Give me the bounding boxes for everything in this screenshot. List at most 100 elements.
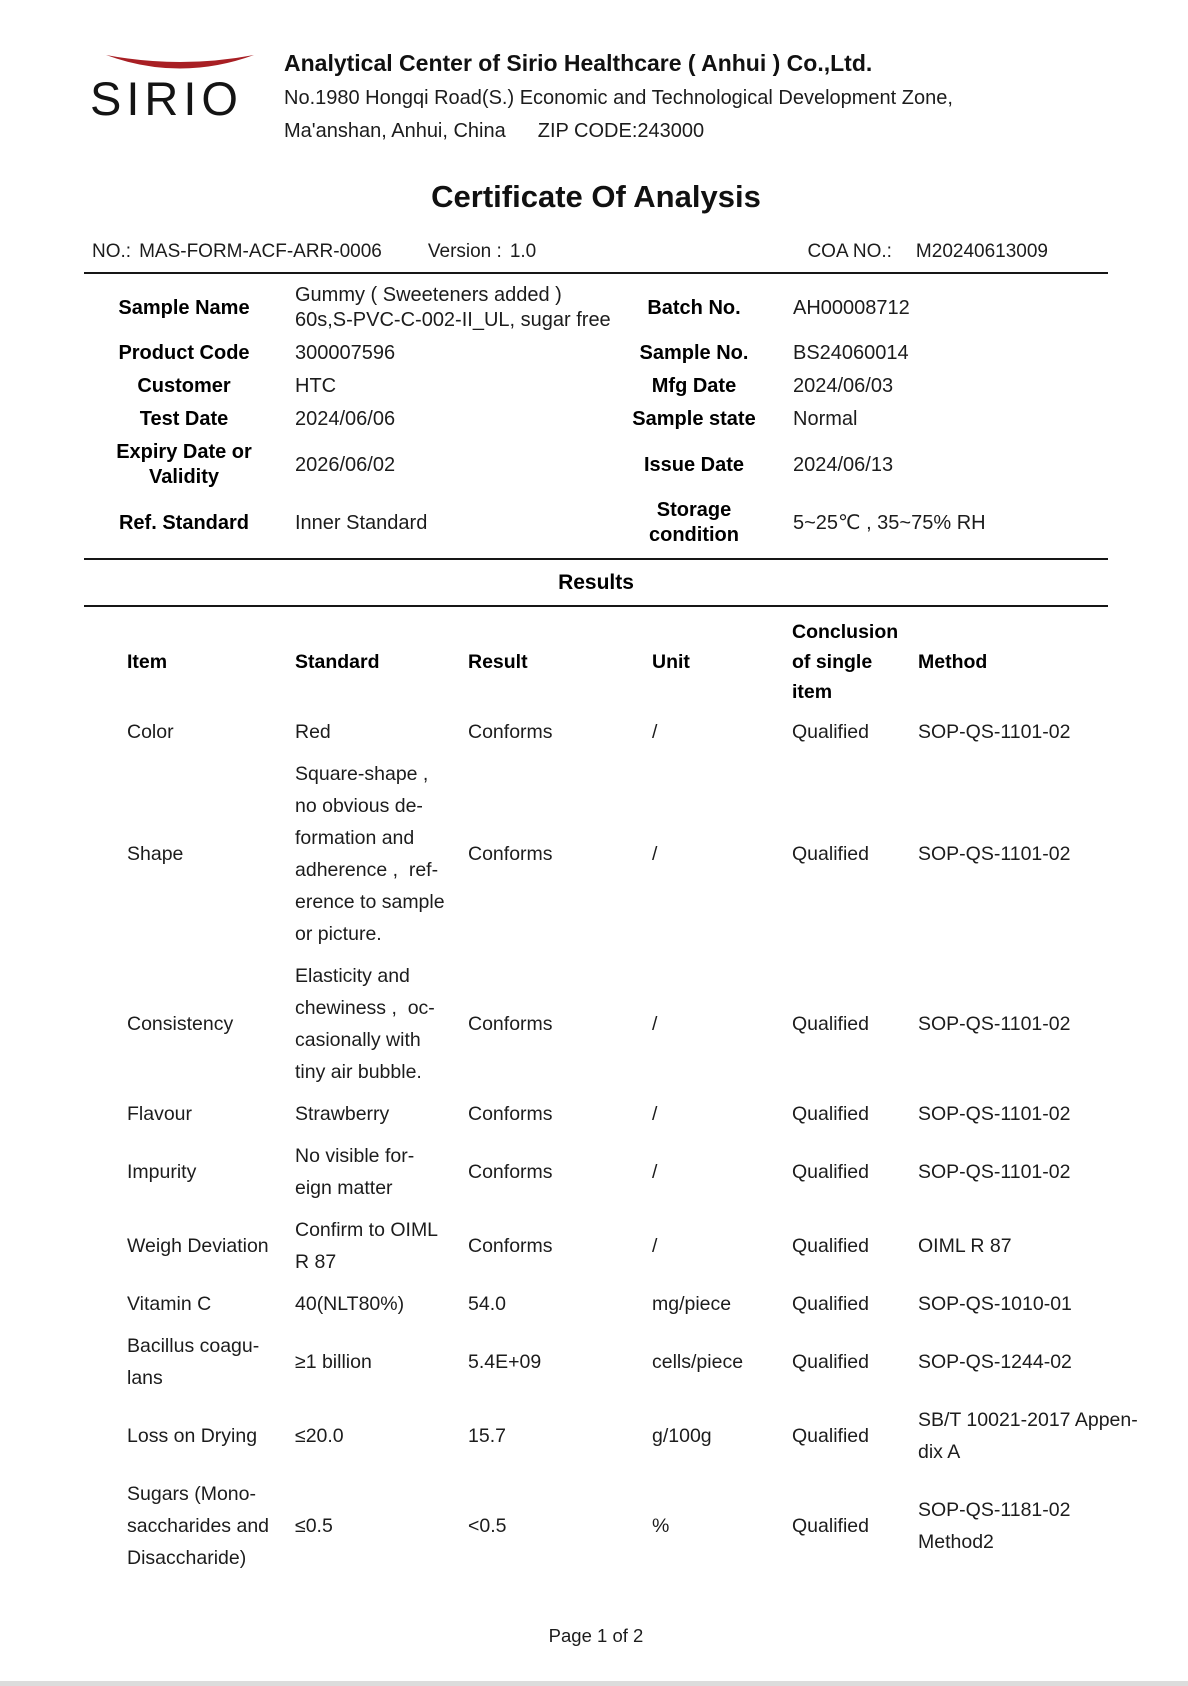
ref-standard-label: Ref. Standard [118,511,250,534]
page-number: Page 1 of 2 [548,1625,644,1646]
item-cell: Consistency [127,1013,234,1035]
page-bottom-edge [0,1681,1188,1686]
issue-date-label: Issue Date [643,453,745,476]
results-header-row: Item Standard Result Unit Conclusion of … [84,607,1108,711]
version-label: Version : [427,241,502,262]
item-cell: Flavour [127,1103,193,1125]
table-row-shape: Shape Square-shape , no obvious de- form… [84,753,1108,955]
method-cell: SOP-QS-1010-01 [918,1293,1072,1315]
item-cell: Loss on Drying [127,1425,258,1447]
table-row-flavour: Flavour Strawberry Conforms / Qualified … [84,1093,1108,1135]
method-cell: SOP-QS-1181-02 Method2 [918,1499,1071,1553]
conclusion-cell: Qualified [792,1515,869,1537]
table-row-color: Color Red Conforms / Qualified SOP-QS-11… [84,711,1108,753]
company-info: Analytical Center of Sirio Healthcare ( … [284,50,953,143]
sample-row: Ref. Standard Inner Standard Storage con… [84,494,1108,552]
sample-state-value: Normal [793,408,858,430]
unit-cell: g/100g [652,1425,712,1447]
col-header-standard: Standard [295,651,380,673]
version-value: 1.0 [509,241,537,262]
method-cell: SOP-QS-1101-02 [918,1013,1071,1035]
sample-row: Expiry Date or Validity 2026/06/02 Issue… [84,436,1108,494]
sample-row: Sample Name Gummy ( Sweeteners added ) 6… [84,279,1108,337]
logo-text: SIRIO [90,72,243,125]
result-cell: Conforms [468,1103,553,1125]
customer-value: HTC [295,375,337,397]
unit-cell: / [652,1013,658,1035]
method-cell: SOP-QS-1101-02 [918,1103,1071,1125]
conclusion-cell: Qualified [792,1103,869,1125]
standard-cell: ≥1 billion [295,1351,372,1373]
method-cell: SB/T 10021-2017 Appen- dix A [918,1409,1138,1463]
conclusion-cell: Qualified [792,1351,869,1373]
logo-arc-icon [106,55,254,69]
item-cell: Bacillus coagu- lans [127,1335,260,1389]
storage-condition-label: Storage condition [649,499,739,546]
test-date-label: Test Date [139,408,229,430]
standard-cell: Red [295,721,331,743]
sample-row: Test Date 2024/06/06 Sample state Normal [84,403,1108,436]
table-row-consistency: Consistency Elasticity and chewiness , o… [84,955,1108,1093]
results-table: Item Standard Result Unit Conclusion of … [84,607,1138,1579]
method-cell: SOP-QS-1101-02 [918,843,1071,865]
form-no-label: NO.: [92,241,132,262]
table-row-sugars: Sugars (Mono- saccharides and Disacchari… [84,1473,1108,1579]
test-date-value: 2024/06/06 [295,408,396,430]
coa-no-value: M20240613009 [915,241,1048,262]
conclusion-cell: Qualified [792,1161,869,1183]
result-cell: Conforms [468,843,553,865]
item-cell: Vitamin C [127,1293,212,1315]
company-name: Analytical Center of Sirio Healthcare ( … [284,50,873,76]
result-cell: 15.7 [468,1425,506,1447]
conclusion-cell: Qualified [792,1235,869,1257]
sample-name-value: Gummy ( Sweeteners added ) 60s,S-PVC-C-0… [295,284,611,331]
table-row-bacillus-coagulans: Bacillus coagu- lans ≥1 billion 5.4E+09 … [84,1325,1108,1399]
standard-cell: No visible for- eign matter [295,1145,415,1199]
sirio-logo: SIRIO [90,50,268,122]
method-cell: SOP-QS-1101-02 [918,721,1071,743]
divider-results [84,605,1108,607]
results-section-title: Results [558,571,634,594]
result-cell: Conforms [468,721,553,743]
expiry-date-value: 2026/06/02 [295,453,396,476]
table-row-loss-on-drying: Loss on Drying ≤20.0 15.7 g/100g Qualifi… [84,1399,1138,1473]
unit-cell: / [652,1103,658,1125]
customer-label: Customer [137,375,231,397]
unit-cell: / [652,1161,658,1183]
result-cell: <0.5 [468,1515,507,1537]
unit-cell: mg/piece [652,1293,732,1315]
table-row-impurity: Impurity No visible for- eign matter Con… [84,1135,1108,1209]
item-cell: Impurity [127,1161,197,1183]
sample-state-label: Sample state [632,408,756,430]
unit-cell: / [652,843,658,865]
document-number-row: NO.: MAS-FORM-ACF-ARR-0006 Version : 1.0… [92,241,1108,263]
col-header-conclusion: Conclusion of single item [792,621,899,703]
result-cell: Conforms [468,1161,553,1183]
form-no-value: MAS-FORM-ACF-ARR-0006 [139,241,382,262]
issue-date-value: 2024/06/13 [793,453,894,476]
batch-no-value: AH00008712 [793,296,910,319]
table-row-weigh-deviation: Weigh Deviation Confirm to OIML R 87 Con… [84,1209,1108,1283]
divider-sample-results [84,558,1108,560]
company-address-line1: No.1980 Hongqi Road(S.) Economic and Tec… [284,87,953,109]
sample-info-table: Sample Name Gummy ( Sweeteners added ) 6… [84,274,1108,556]
item-cell: Weigh Deviation [127,1235,269,1257]
result-cell: 5.4E+09 [468,1351,542,1373]
method-cell: SOP-QS-1244-02 [918,1351,1072,1373]
conclusion-cell: Qualified [792,721,869,743]
method-cell: SOP-QS-1101-02 [918,1161,1071,1183]
item-cell: Sugars (Mono- saccharides and Disacchari… [127,1483,270,1569]
storage-condition-value: 5~25℃ , 35~75% RH [793,511,986,534]
coa-no-label: COA NO.: [807,241,892,262]
result-cell: Conforms [468,1235,553,1257]
conclusion-cell: Qualified [792,843,869,865]
document-header: SIRIO Analytical Center of Sirio Healthc… [90,50,1188,143]
expiry-date-label: Expiry Date or Validity [116,441,252,488]
item-cell: Color [127,721,174,743]
sample-name-label: Sample Name [118,296,250,319]
result-cell: Conforms [468,1013,553,1035]
standard-cell: ≤0.5 [295,1515,333,1537]
standard-cell: Elasticity and chewiness , oc- casionall… [295,965,435,1083]
standard-cell: ≤20.0 [295,1425,344,1447]
